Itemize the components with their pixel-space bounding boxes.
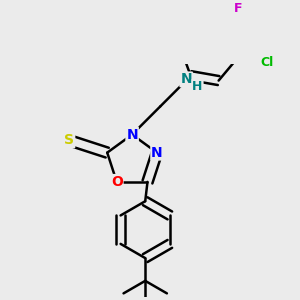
- Text: F: F: [234, 2, 242, 15]
- Text: N: N: [126, 128, 138, 142]
- Text: N: N: [151, 146, 163, 160]
- Text: H: H: [192, 80, 203, 93]
- Text: S: S: [64, 133, 74, 147]
- Text: Cl: Cl: [261, 56, 274, 69]
- Text: O: O: [111, 175, 123, 189]
- Text: N: N: [180, 72, 192, 86]
